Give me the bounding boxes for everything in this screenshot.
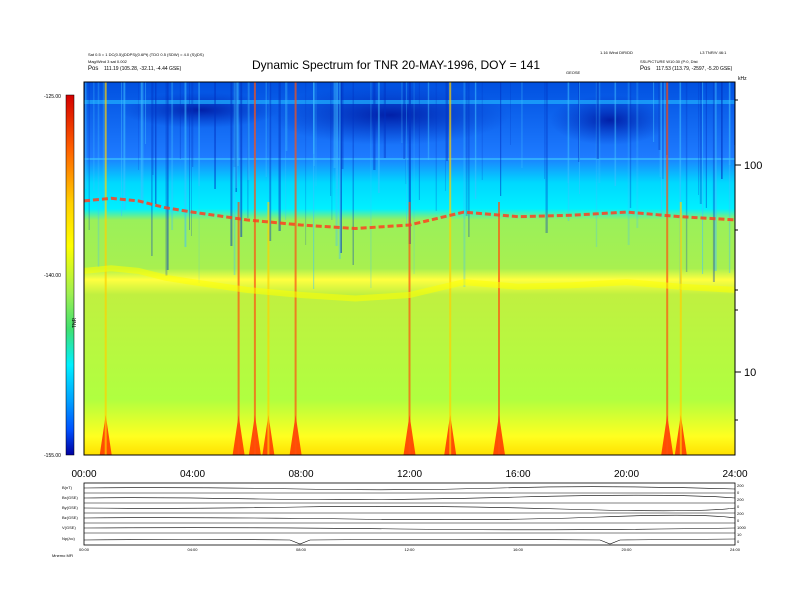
burst-column [253, 82, 256, 455]
spectrogram-image [84, 82, 735, 455]
header-center-small: GEOSE [566, 70, 581, 75]
panel-x-tick: 12:00 [404, 547, 415, 552]
plasma-line-trace [84, 196, 735, 231]
x-tick-label: 08:00 [288, 469, 313, 480]
panel-x-tick: 20:00 [621, 547, 632, 552]
burst-column [408, 202, 411, 455]
burst-column [666, 82, 669, 455]
panel-label: By(GSE) [62, 505, 78, 510]
panel-x-tick: 00:00 [79, 547, 90, 552]
burst-column [267, 202, 270, 455]
panel-right-label: 1000 [737, 525, 747, 530]
header-right-line2: L3 TNR/V 46:1 [700, 50, 727, 55]
panel-right-label: 0 [737, 490, 740, 495]
panel-x-tick: 08:00 [296, 547, 307, 552]
header-right-line1: 1.16 Wind DIR/DD [600, 50, 633, 55]
panel-label: Bz(GSE) [62, 515, 78, 520]
header-left-line2: Mag/Wind 3 sat 0.002 [88, 59, 128, 64]
colorbar [65, 94, 75, 456]
panel-label: Np(/cc) [62, 536, 76, 541]
colorbar-tick: -125.00 [44, 94, 61, 100]
panel-label: V(GSE) [62, 525, 76, 530]
panel-right-label: 0 [737, 539, 740, 544]
y-unit-label: kHz [738, 76, 747, 82]
y-tick-label: 100 [744, 160, 762, 172]
panel-footer: Mnemo MFI [52, 553, 73, 558]
header-right-pos-value: 117.53 (113.79, -2597, -5.20 GSE) [656, 66, 733, 72]
panel-x-tick: 04:00 [187, 547, 198, 552]
panel-label: B(nT) [62, 485, 73, 490]
burst-column [449, 82, 452, 455]
y-axis-right: 100 10 kHz [735, 76, 762, 421]
header-left-line1: Sat 0.5 = 1 DC(0.5)(DDPS)(0.6Pt) (TDO 0.… [88, 52, 204, 57]
colorbar-label: TNR [72, 317, 78, 328]
panel-right-label: 200 [737, 511, 744, 516]
header-right-line3: SSLPICTURE W10:30 (P:0, Dist [640, 59, 698, 64]
magnetic-field-panels: B(nT) Bx(GSE) By(GSE) Bz(GSE) V(GSE) Np(… [52, 482, 747, 558]
panel-right-label: 0 [737, 518, 740, 523]
panel-x-tick: 24:00 [730, 547, 741, 552]
x-tick-label: 00:00 [71, 469, 96, 480]
x-tick-label: 16:00 [505, 469, 530, 480]
panel-label: Bx(GSE) [62, 495, 78, 500]
x-tick-label: 12:00 [397, 469, 422, 480]
chart-title: Dynamic Spectrum for TNR 20-MAY-1996, DO… [251, 58, 540, 72]
colorbar-tick: -155.00 [44, 453, 61, 459]
header-left-pos-value: 111.19 (105.28, -32.11, -4.44 GSE) [104, 66, 182, 72]
burst-column [294, 82, 297, 455]
panel-right-label: 10 [737, 532, 742, 537]
header-right-pos-label: Pos [640, 66, 650, 72]
panel-right-label: 200 [737, 497, 744, 502]
panel-right-label: 0 [737, 504, 740, 509]
x-axis: 00:00 04:00 08:00 12:00 16:00 20:00 24:0… [71, 469, 747, 480]
panel-x-tick: 16:00 [513, 547, 524, 552]
x-tick-label: 24:00 [722, 469, 747, 480]
burst-column [679, 202, 682, 455]
x-tick-label: 20:00 [614, 469, 639, 480]
y-tick-label: 10 [744, 367, 756, 379]
x-tick-label: 04:00 [180, 469, 205, 480]
burst-column [498, 202, 500, 455]
burst-column [237, 202, 240, 455]
colorbar-tick: -140.00 [44, 273, 61, 279]
header-left-pos-label: Pos [88, 66, 98, 72]
panel-right-label: 200 [737, 483, 744, 488]
